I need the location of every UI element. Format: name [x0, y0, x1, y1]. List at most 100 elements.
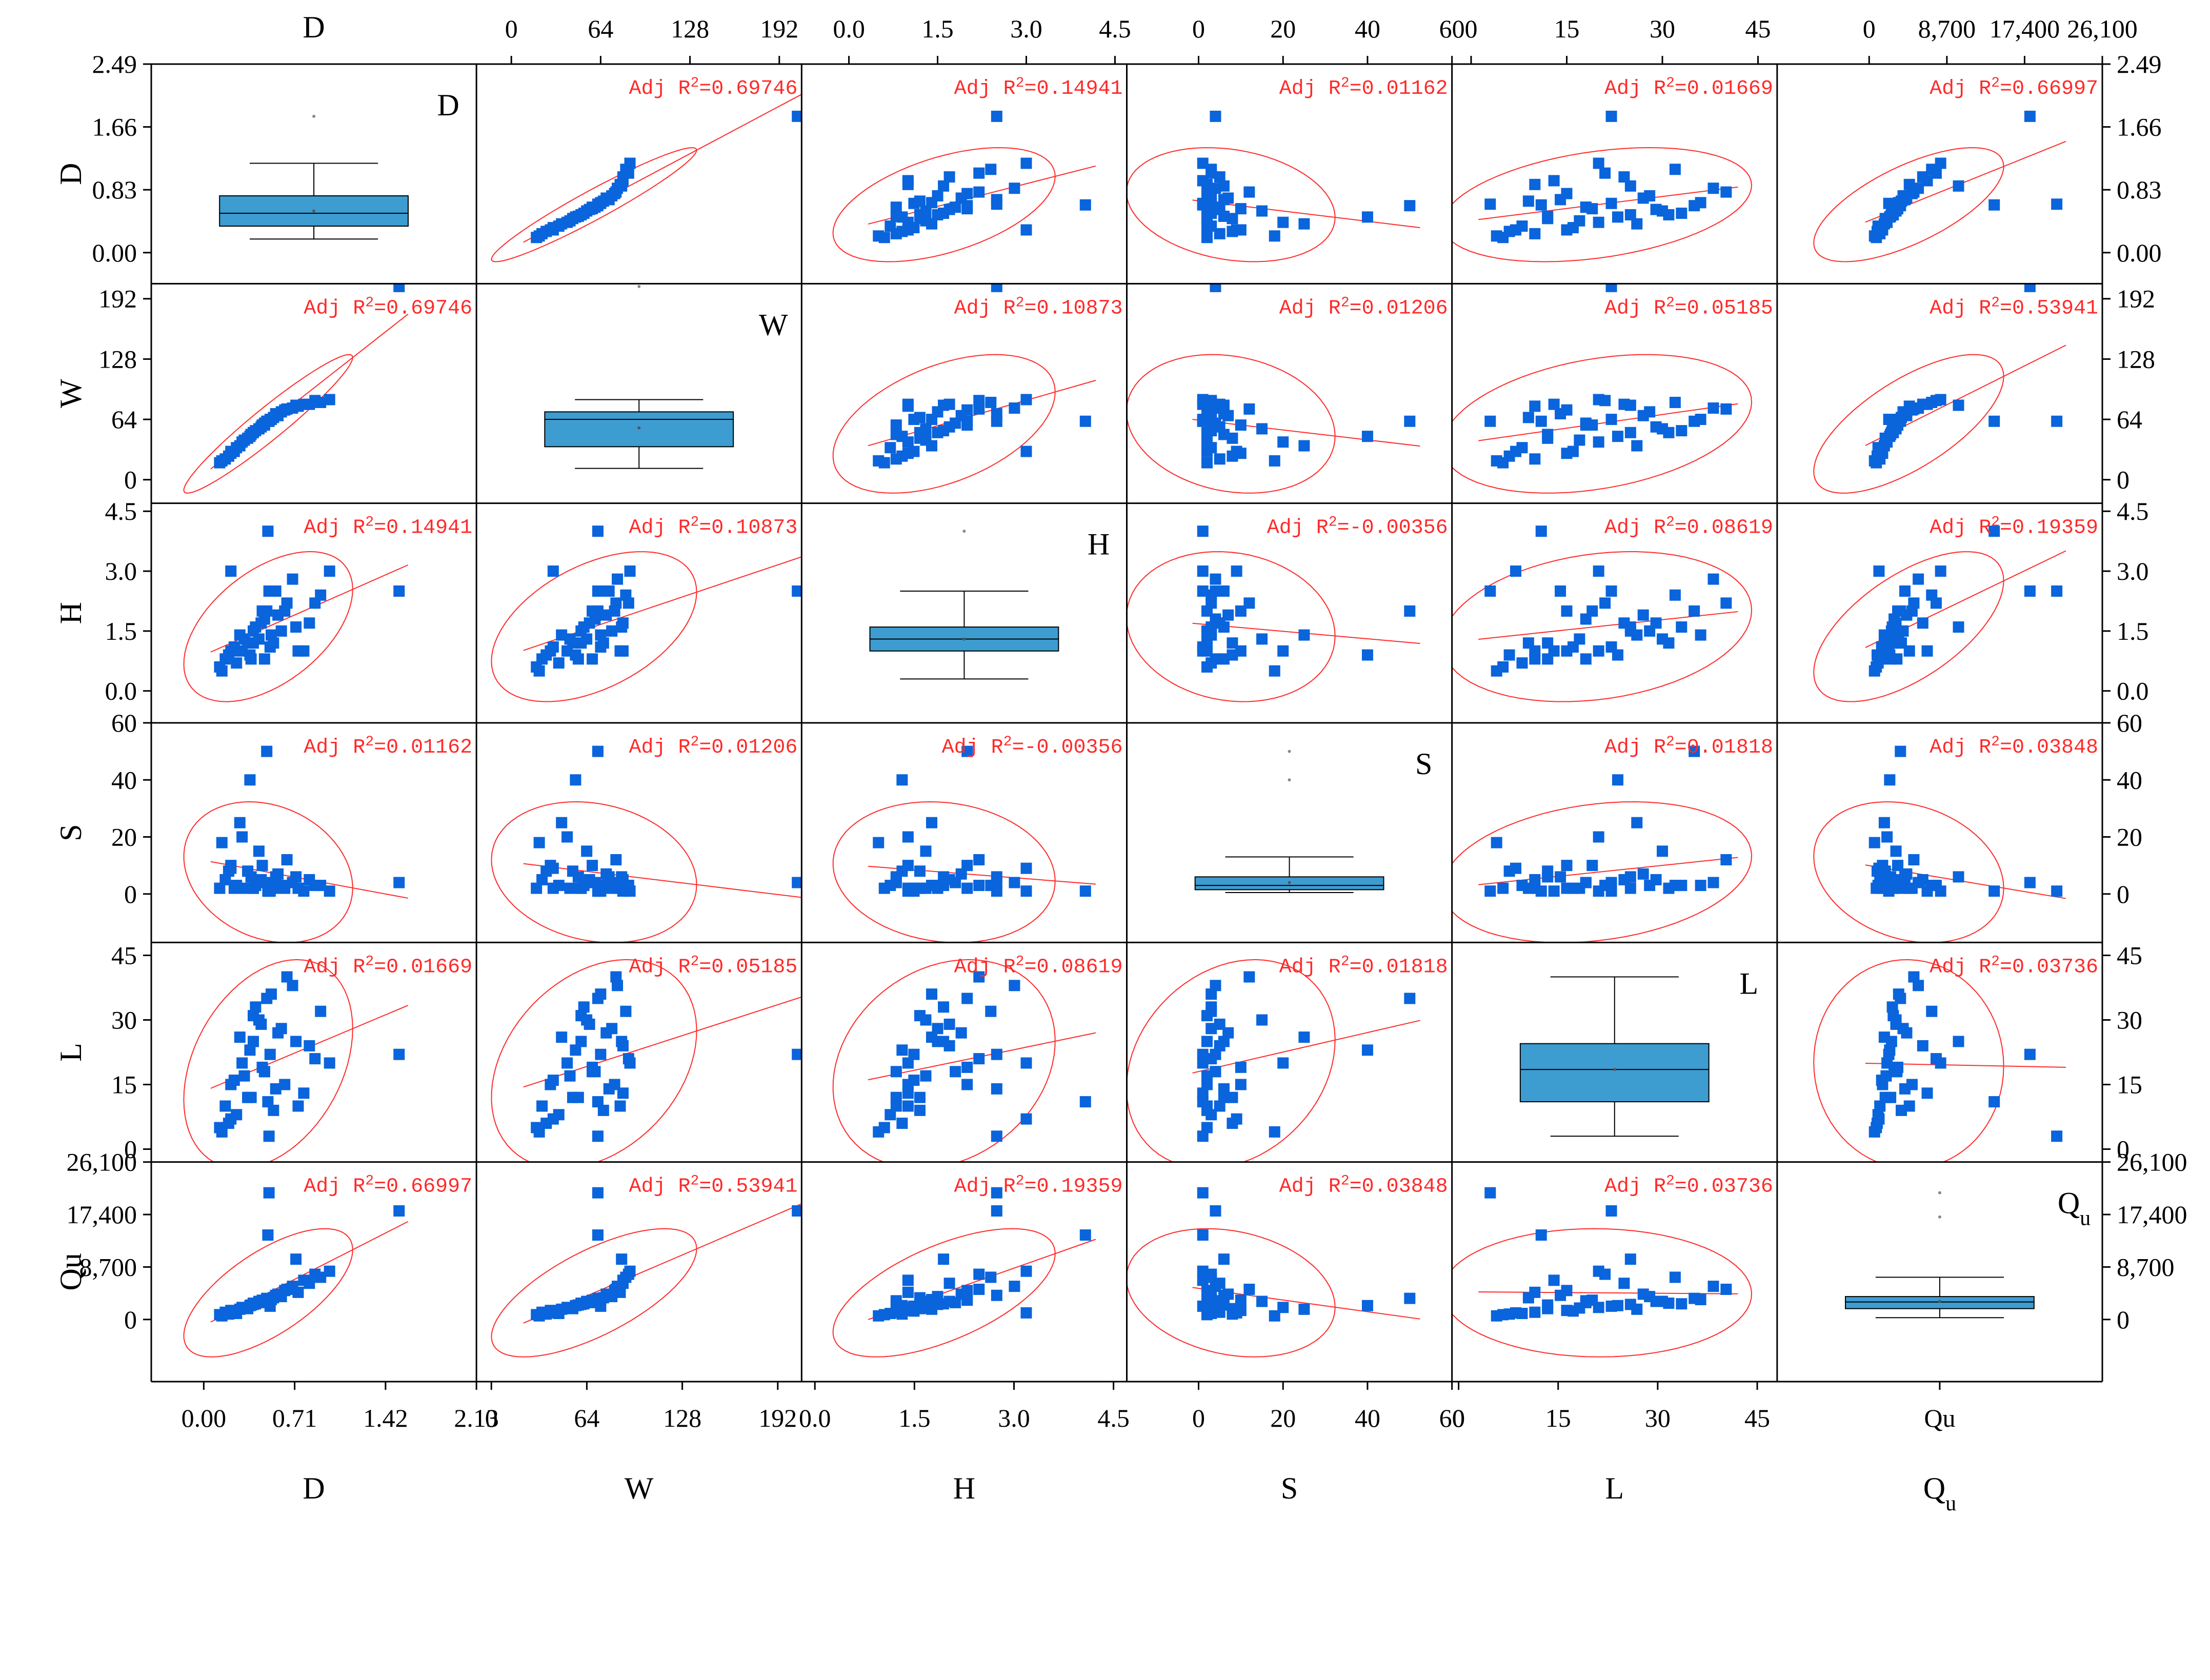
data-point — [896, 450, 908, 462]
adj-r2-label: Adj R2=0.03848 — [1279, 1173, 1448, 1199]
data-point — [219, 874, 231, 885]
data-point — [561, 831, 573, 843]
left-axis-label-D: D — [54, 163, 88, 185]
scatter-plot-area — [1127, 525, 1420, 702]
matrix-cells: D Adj R2=0.69746 Adj R2=0.14941 Adj R2=0.01… — [183, 75, 2098, 1358]
data-point — [1612, 1300, 1623, 1311]
data-point — [533, 1126, 545, 1138]
right-tick-label: 0.83 — [2117, 175, 2162, 204]
scatter-plot-area — [1452, 525, 1753, 702]
box-outlier — [962, 530, 966, 533]
data-point — [324, 1057, 335, 1069]
data-point — [902, 1286, 914, 1298]
data-point — [253, 845, 265, 857]
confidence-ellipse — [1127, 354, 1336, 494]
scatter-plot-area — [832, 284, 1096, 494]
data-point — [890, 1295, 902, 1307]
data-point — [1361, 649, 1373, 661]
data-point — [298, 1274, 310, 1286]
data-point — [943, 1018, 955, 1030]
top-tick-label: 1.5 — [921, 14, 954, 43]
data-point — [592, 1096, 604, 1108]
data-point — [1535, 525, 1547, 537]
data-point — [1930, 395, 1942, 407]
data-point — [1885, 1091, 1897, 1103]
data-point — [298, 1087, 310, 1099]
data-point — [612, 980, 624, 991]
data-point — [290, 871, 302, 883]
data-point — [1663, 637, 1675, 649]
top-tick-label: 3.0 — [1010, 14, 1042, 43]
data-point — [245, 871, 257, 883]
data-point — [1695, 197, 1706, 209]
data-point — [298, 645, 310, 657]
diag-label-H: H — [1088, 528, 1110, 561]
scatter-plot-area — [1127, 959, 1420, 1162]
data-point — [1586, 605, 1598, 617]
data-point — [216, 455, 228, 467]
bottom-tick-label: 30 — [1645, 1404, 1671, 1432]
data-point — [1561, 605, 1573, 617]
data-point — [261, 745, 273, 757]
data-point — [1256, 205, 1268, 217]
data-point — [1484, 885, 1496, 897]
data-point — [1197, 415, 1209, 427]
bottom-tick-label: 192 — [758, 1404, 797, 1432]
adj-r2-label: Adj R2=0.14941 — [304, 515, 472, 540]
cell-D-W: Adj R2=0.69746 — [491, 75, 802, 262]
data-point — [624, 157, 636, 169]
data-point — [973, 395, 985, 407]
data-point — [1637, 410, 1649, 421]
data-point — [1896, 1104, 1907, 1116]
data-point — [556, 1031, 568, 1043]
data-point — [578, 1001, 590, 1013]
data-point — [914, 1010, 926, 1022]
data-point — [1404, 1292, 1416, 1304]
left-tick-label: 0.00 — [92, 238, 137, 267]
data-point — [606, 625, 618, 637]
data-point — [1618, 171, 1630, 183]
data-point — [1298, 629, 1310, 641]
data-point — [1637, 868, 1649, 880]
data-point — [2024, 585, 2036, 597]
data-point — [290, 621, 302, 633]
data-point — [616, 1253, 628, 1265]
data-point — [1206, 1053, 1217, 1065]
right-tick-label: 15 — [2117, 1070, 2142, 1099]
data-point — [1988, 199, 2000, 211]
data-point — [1574, 633, 1585, 645]
bottom-axis-label-H: H — [953, 1471, 975, 1505]
data-point — [617, 1087, 629, 1099]
data-point — [1650, 874, 1662, 885]
data-point — [1548, 398, 1560, 410]
data-point — [1669, 164, 1681, 175]
data-point — [533, 1310, 545, 1322]
confidence-ellipse — [491, 1228, 697, 1358]
adj-r2-label: Adj R2=0.19359 — [954, 1173, 1123, 1199]
box-mean — [637, 426, 641, 430]
data-point — [973, 1268, 985, 1280]
scatter-plot-area — [183, 284, 409, 494]
right-tick-label: 128 — [2117, 345, 2155, 373]
data-point — [216, 665, 228, 677]
data-point — [1599, 597, 1611, 609]
data-point — [914, 427, 926, 438]
data-point — [290, 399, 302, 411]
confidence-ellipse — [183, 354, 353, 494]
right-tick-label: 192 — [2117, 285, 2155, 313]
data-point — [309, 395, 321, 407]
data-point — [610, 854, 622, 866]
data-point — [272, 1027, 284, 1039]
data-point — [1491, 837, 1502, 848]
box-outlier — [1938, 1215, 1941, 1219]
data-point — [1707, 573, 1719, 585]
data-point — [926, 988, 937, 1000]
data-point — [258, 877, 270, 888]
data-point — [1930, 167, 1942, 179]
data-point — [1930, 880, 1942, 892]
data-point — [587, 860, 598, 872]
right-tick-label: 0 — [2117, 1135, 2129, 1163]
data-point — [1906, 882, 1918, 894]
data-point — [890, 1100, 902, 1112]
data-point — [1218, 1036, 1230, 1047]
